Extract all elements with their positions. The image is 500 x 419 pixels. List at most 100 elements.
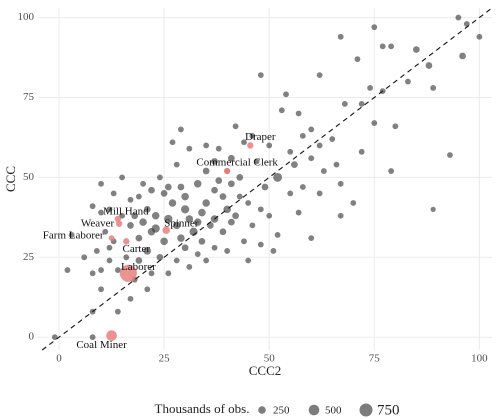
y-tick-label: 0 xyxy=(29,331,35,343)
point xyxy=(211,158,218,165)
point xyxy=(412,46,420,53)
point xyxy=(186,145,193,152)
point xyxy=(164,214,173,224)
point xyxy=(224,248,231,254)
point xyxy=(219,228,227,236)
y-tick-label: 75 xyxy=(23,91,35,103)
point xyxy=(425,62,433,69)
point xyxy=(295,110,302,117)
highlight-point xyxy=(115,220,123,227)
point xyxy=(270,248,277,254)
point xyxy=(203,257,210,264)
point-label: Farm Laborer xyxy=(43,230,104,242)
point xyxy=(202,167,210,175)
point xyxy=(127,295,134,302)
point xyxy=(202,199,210,207)
point xyxy=(106,206,113,213)
point xyxy=(241,139,247,146)
point xyxy=(371,120,378,126)
point xyxy=(143,206,151,213)
point xyxy=(358,148,365,155)
point xyxy=(110,190,117,197)
point xyxy=(203,142,210,149)
point xyxy=(135,234,143,242)
point xyxy=(249,132,256,139)
point xyxy=(388,43,395,50)
point xyxy=(64,267,71,274)
point xyxy=(291,161,298,168)
point xyxy=(371,24,378,31)
reference-line xyxy=(41,7,493,351)
point xyxy=(144,286,151,293)
highlight-point xyxy=(114,215,122,223)
point xyxy=(211,244,218,251)
point xyxy=(89,270,96,277)
point xyxy=(198,208,206,217)
point xyxy=(151,212,160,220)
point xyxy=(178,126,184,133)
point xyxy=(93,248,100,254)
point xyxy=(211,186,218,194)
point xyxy=(177,183,185,191)
point xyxy=(287,148,294,155)
x-axis-title: CCC2 xyxy=(249,363,282,378)
point xyxy=(299,132,306,139)
point xyxy=(177,234,185,242)
x-tick-label: 75 xyxy=(369,353,381,365)
x-tick-label: 100 xyxy=(471,353,488,365)
point xyxy=(316,72,323,79)
highlight-point xyxy=(247,142,254,149)
highlight-point xyxy=(108,235,115,242)
highlight-point xyxy=(106,330,117,341)
y-tick-label: 100 xyxy=(18,11,35,23)
legend-title: Thousands of obs. xyxy=(155,401,250,416)
point xyxy=(160,190,168,197)
highlight-point xyxy=(119,264,137,282)
legend-key xyxy=(359,403,373,417)
point xyxy=(114,308,121,315)
point xyxy=(295,209,302,216)
point xyxy=(151,224,160,233)
point xyxy=(173,161,180,168)
point-label: Weaver xyxy=(81,217,115,229)
point xyxy=(89,203,96,210)
point xyxy=(102,228,109,235)
point-label: Spinner xyxy=(164,218,199,230)
point xyxy=(316,190,323,197)
point xyxy=(358,100,365,107)
point xyxy=(350,200,357,206)
point xyxy=(287,190,294,197)
point xyxy=(241,238,247,245)
point xyxy=(148,270,155,277)
point xyxy=(430,84,437,91)
point-label: Mill Hand xyxy=(103,205,149,217)
point xyxy=(181,205,190,214)
point xyxy=(228,154,235,162)
point xyxy=(131,212,139,220)
point xyxy=(98,209,104,216)
point xyxy=(354,56,361,63)
point xyxy=(379,43,386,50)
point xyxy=(329,136,336,142)
point xyxy=(127,221,134,229)
point xyxy=(388,168,395,174)
point xyxy=(89,334,96,341)
point xyxy=(308,235,315,242)
point xyxy=(140,180,146,187)
point xyxy=(459,52,466,60)
legend-key xyxy=(308,404,320,416)
point xyxy=(185,215,194,223)
point xyxy=(194,251,201,258)
point xyxy=(232,123,239,130)
point xyxy=(261,183,269,191)
highlight-point xyxy=(162,226,170,234)
point xyxy=(341,100,348,107)
point xyxy=(257,241,264,248)
point xyxy=(299,184,306,190)
point-label: Draper xyxy=(245,131,276,143)
point xyxy=(186,263,193,270)
point xyxy=(249,222,256,229)
point xyxy=(228,218,235,226)
point xyxy=(169,139,176,146)
